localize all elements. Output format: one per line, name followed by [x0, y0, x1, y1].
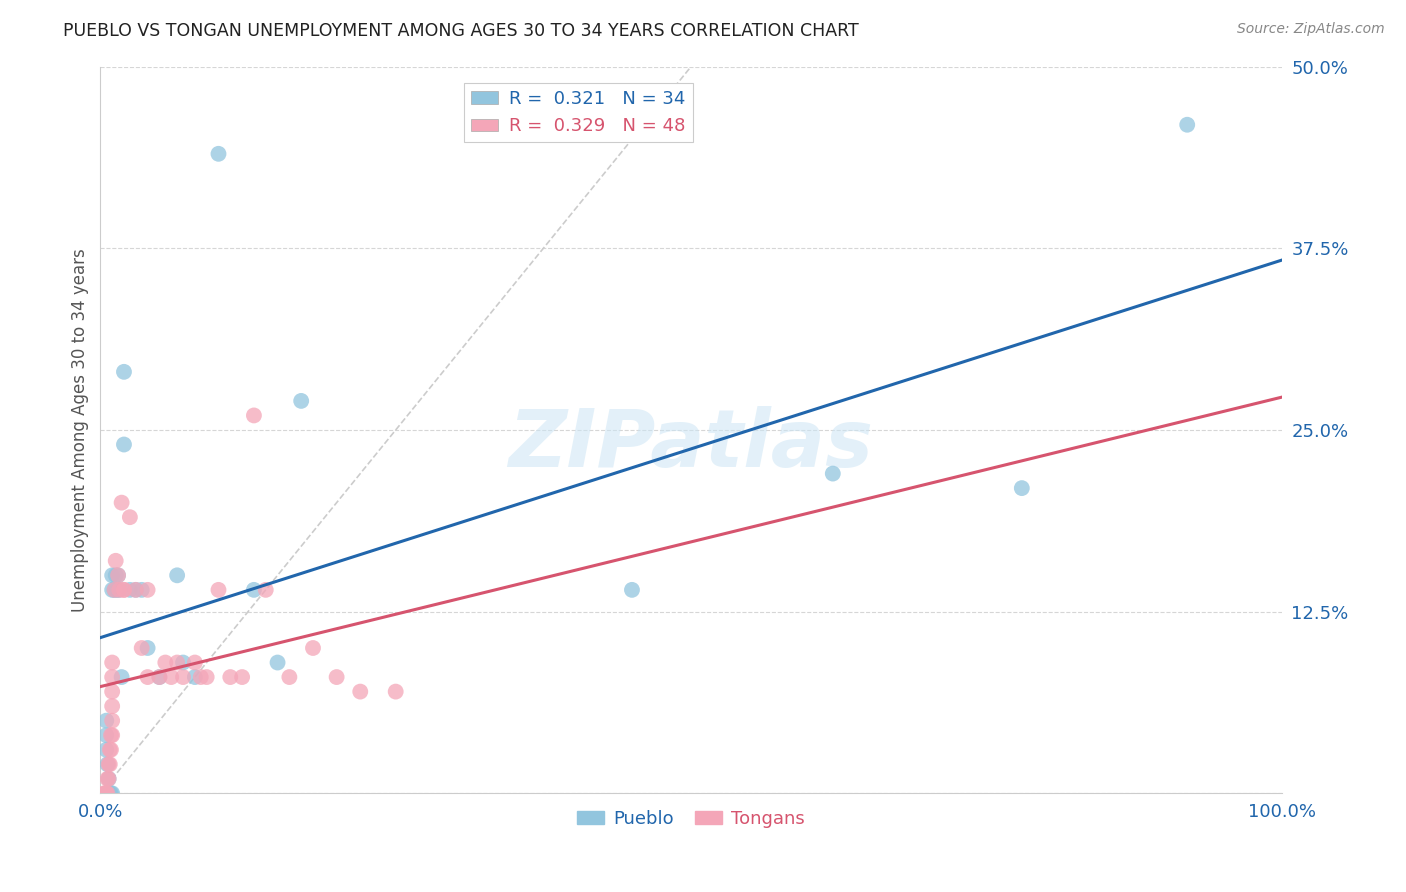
Point: [136, 582, 159, 597]
Point: [112, 582, 135, 597]
Point: [131, 582, 153, 597]
Point: [207, 582, 229, 597]
Point: [190, 670, 212, 684]
Point: [104, 554, 127, 568]
Point: [148, 670, 170, 684]
Point: [219, 670, 242, 684]
Point: [104, 568, 127, 582]
Point: [160, 670, 183, 684]
Point: [155, 656, 177, 670]
Point: [105, 582, 128, 597]
Point: [110, 670, 132, 684]
Point: [125, 582, 148, 597]
Point: [97, 772, 120, 786]
Point: [98, 743, 121, 757]
Point: [96, 772, 118, 786]
Point: [96, 743, 118, 757]
Text: PUEBLO VS TONGAN UNEMPLOYMENT AMONG AGES 30 TO 34 YEARS CORRELATION CHART: PUEBLO VS TONGAN UNEMPLOYMENT AMONG AGES…: [63, 22, 859, 40]
Point: [107, 568, 129, 582]
Point: [131, 640, 153, 655]
Point: [101, 568, 124, 582]
Point: [101, 656, 124, 670]
Point: [184, 656, 207, 670]
Point: [231, 670, 253, 684]
Text: Source: ZipAtlas.com: Source: ZipAtlas.com: [1237, 22, 1385, 37]
Point: [278, 670, 301, 684]
Point: [266, 656, 288, 670]
Point: [118, 582, 141, 597]
Point: [195, 670, 218, 684]
Point: [96, 757, 118, 772]
Y-axis label: Unemployment Among Ages 30 to 34 years: Unemployment Among Ages 30 to 34 years: [72, 248, 89, 612]
Point: [302, 640, 325, 655]
Point: [821, 467, 844, 481]
Point: [1011, 481, 1033, 495]
Point: [184, 670, 207, 684]
Point: [290, 393, 312, 408]
Point: [136, 640, 159, 655]
Point: [207, 146, 229, 161]
Point: [103, 582, 125, 597]
Point: [125, 582, 148, 597]
Point: [325, 670, 347, 684]
Point: [112, 365, 135, 379]
Point: [101, 728, 124, 742]
Point: [101, 699, 124, 714]
Point: [148, 670, 170, 684]
Point: [243, 409, 266, 423]
Point: [101, 786, 124, 800]
Point: [136, 670, 159, 684]
Point: [100, 728, 122, 742]
Point: [118, 510, 141, 524]
Point: [101, 684, 124, 698]
Point: [94, 786, 117, 800]
Point: [93, 786, 115, 800]
Point: [112, 582, 135, 597]
Point: [100, 786, 122, 800]
Point: [96, 786, 118, 800]
Point: [110, 496, 132, 510]
Point: [98, 757, 121, 772]
Point: [101, 582, 124, 597]
Point: [166, 568, 188, 582]
Point: [243, 582, 266, 597]
Point: [98, 786, 121, 800]
Point: [101, 714, 124, 728]
Point: [108, 582, 131, 597]
Point: [96, 786, 118, 800]
Text: ZIPatlas: ZIPatlas: [509, 406, 873, 483]
Point: [103, 582, 125, 597]
Point: [620, 582, 643, 597]
Point: [107, 568, 129, 582]
Point: [108, 582, 131, 597]
Point: [100, 743, 122, 757]
Point: [1175, 118, 1198, 132]
Point: [112, 437, 135, 451]
Point: [96, 786, 118, 800]
Point: [96, 714, 118, 728]
Point: [172, 656, 194, 670]
Point: [96, 728, 118, 742]
Point: [172, 670, 194, 684]
Legend: Pueblo, Tongans: Pueblo, Tongans: [569, 803, 813, 835]
Point: [166, 656, 188, 670]
Point: [101, 670, 124, 684]
Point: [97, 772, 120, 786]
Point: [384, 684, 406, 698]
Point: [254, 582, 277, 597]
Point: [349, 684, 371, 698]
Point: [97, 757, 120, 772]
